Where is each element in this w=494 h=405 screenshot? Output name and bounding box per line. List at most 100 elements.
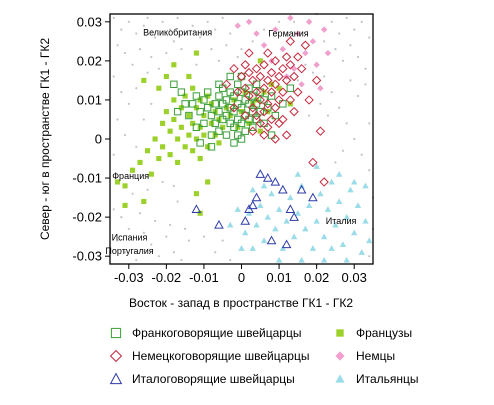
data-point <box>305 202 313 208</box>
data-point <box>349 44 352 47</box>
data-point <box>165 235 168 238</box>
data-point <box>206 20 209 23</box>
data-point <box>349 79 352 82</box>
data-point <box>293 52 303 62</box>
legend-marker <box>109 349 123 363</box>
x-tick-label: 0.01 <box>266 270 291 285</box>
data-point <box>230 123 238 131</box>
x-tick-label: 0.02 <box>304 270 329 285</box>
data-point <box>248 103 258 113</box>
data-point <box>354 202 362 208</box>
data-point <box>278 63 288 74</box>
data-point <box>313 61 320 68</box>
data-point <box>116 44 119 47</box>
data-point <box>221 16 224 20</box>
data-point <box>145 148 151 154</box>
legend: Франкоговорящие швейцарцы Немецкоговорящи… <box>109 326 419 386</box>
data-point <box>263 122 273 132</box>
data-point <box>257 128 263 134</box>
y-axis: -0.03 -0.02 -0.01 0 0.01 0.02 0.03 <box>72 14 110 264</box>
data-point <box>262 28 266 31</box>
data-point <box>201 132 207 138</box>
data-point <box>293 20 296 23</box>
data-point <box>185 111 193 120</box>
data-point <box>142 231 145 234</box>
data-point <box>200 119 208 128</box>
data-point <box>263 48 273 58</box>
data-point <box>217 59 221 62</box>
data-point <box>190 85 196 91</box>
data-point <box>253 221 260 228</box>
data-point <box>275 256 283 263</box>
data-point <box>219 115 227 124</box>
data-point <box>319 102 322 105</box>
data-point <box>272 26 279 33</box>
data-point <box>191 24 194 27</box>
data-point <box>281 52 292 62</box>
data-point <box>320 233 328 240</box>
data-point <box>186 113 192 119</box>
data-point <box>226 104 234 112</box>
data-point <box>193 191 199 197</box>
data-point <box>191 204 202 214</box>
data-point <box>200 96 208 104</box>
data-point <box>122 183 128 189</box>
data-point <box>251 40 254 43</box>
data-point <box>127 102 130 105</box>
data-point <box>320 26 328 33</box>
region-label: Португалия <box>105 246 153 256</box>
data-point <box>226 88 234 96</box>
data-point <box>123 133 127 137</box>
data-point <box>181 100 189 108</box>
data-point <box>249 245 256 251</box>
data-point <box>334 161 337 164</box>
data-point <box>335 198 343 205</box>
data-point <box>233 87 243 97</box>
data-point <box>114 179 121 185</box>
data-point <box>207 111 216 120</box>
x-tick-label: 0.03 <box>342 270 367 285</box>
data-point <box>197 124 203 130</box>
data-point <box>262 173 273 182</box>
legend-label: Немецкоговорящие швейцарцы <box>132 349 309 363</box>
data-point <box>146 16 149 20</box>
data-point <box>112 153 115 156</box>
data-point <box>368 122 371 125</box>
data-point <box>308 114 311 117</box>
data-point <box>214 251 217 254</box>
data-point <box>207 143 216 151</box>
data-point <box>237 119 246 128</box>
data-point <box>358 249 365 255</box>
data-point <box>271 111 280 120</box>
data-point <box>240 110 250 121</box>
data-point <box>290 65 298 72</box>
data-point <box>193 50 199 56</box>
data-point <box>277 20 281 23</box>
data-point <box>157 255 160 258</box>
data-point <box>150 55 153 59</box>
data-point <box>264 213 271 220</box>
data-point <box>302 225 309 232</box>
data-point <box>320 256 328 263</box>
data-point <box>172 40 175 43</box>
data-point <box>281 130 292 140</box>
data-point <box>302 49 309 57</box>
data-point <box>205 93 211 99</box>
data-point <box>234 115 242 124</box>
data-point <box>252 80 261 89</box>
legend-marker <box>336 329 344 337</box>
data-point <box>248 75 258 86</box>
data-point <box>192 92 201 100</box>
x-axis: -0.03 -0.02 -0.01 0 0.01 0.02 0.03 <box>114 264 367 285</box>
legend-marker <box>335 351 345 361</box>
data-point <box>182 93 188 99</box>
data-point <box>260 42 268 49</box>
data-point <box>270 79 281 90</box>
data-point <box>205 179 211 185</box>
data-point <box>324 206 332 212</box>
data-point <box>276 85 282 91</box>
data-point <box>153 36 157 39</box>
data-point <box>338 106 341 109</box>
data-point <box>171 97 177 103</box>
data-point <box>156 155 162 162</box>
